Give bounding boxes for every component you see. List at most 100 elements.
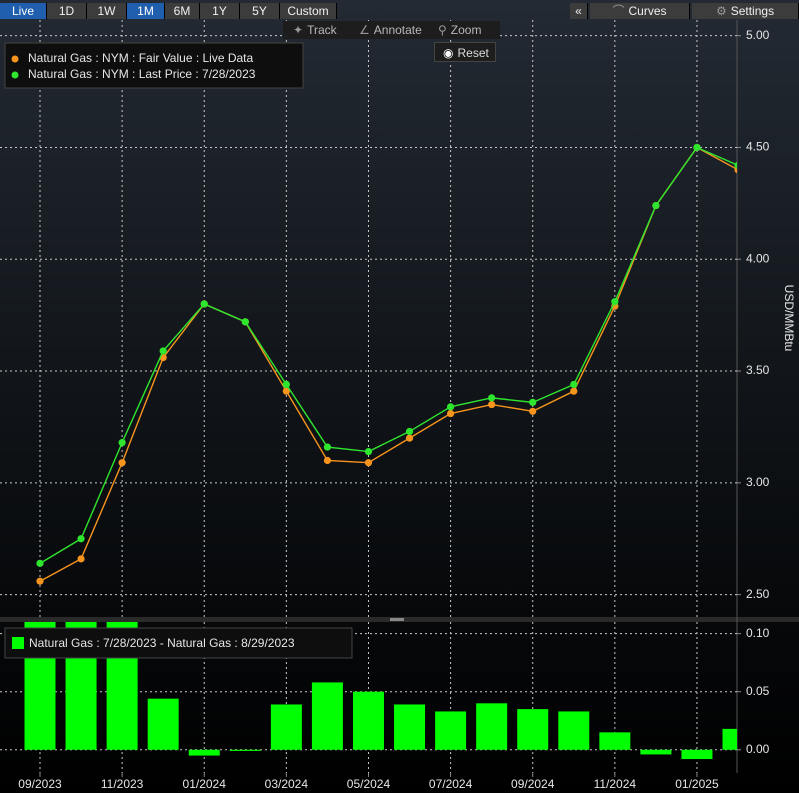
point-marker	[241, 318, 249, 326]
bar	[394, 704, 426, 750]
bottom-legend: Natural Gas : 7/28/2023 - Natural Gas : …	[4, 627, 353, 659]
y-tick-label: 5.00	[746, 28, 770, 42]
legend-box	[4, 627, 353, 659]
range-button[interactable]: 5Y	[240, 3, 280, 19]
separator-handle[interactable]	[390, 618, 404, 621]
series-line	[39, 146, 737, 582]
point-marker	[611, 298, 619, 306]
x-tick-label: 09/2024	[511, 777, 555, 791]
button-label: Curves	[628, 4, 667, 18]
y-tick-label: 4.50	[746, 140, 770, 154]
point-marker	[323, 456, 332, 465]
point-marker	[77, 555, 85, 563]
point-marker	[200, 300, 208, 308]
series-line	[39, 146, 737, 564]
legend-marker	[11, 71, 19, 79]
y-tick-label: 3.50	[746, 363, 770, 377]
x-tick-label: 01/2024	[183, 777, 227, 791]
settings-button[interactable]: ⚙ Settings	[692, 3, 799, 19]
bar	[722, 728, 737, 750]
bar	[599, 732, 631, 750]
point-marker	[405, 434, 414, 442]
legend-label[interactable]: Natural Gas : NYM : Last Price : 7/28/20…	[28, 67, 256, 81]
point-marker	[282, 387, 290, 395]
y-tick-label: 0.10	[746, 626, 770, 640]
tool-label: Track	[307, 23, 337, 37]
annotate-tool[interactable]: ∠ Annotate	[355, 21, 434, 39]
point-marker	[118, 438, 126, 447]
point-marker	[77, 535, 85, 543]
y-tick-label: 4.00	[746, 251, 770, 265]
y-tick-label: 2.50	[746, 587, 770, 601]
price-plot	[0, 20, 737, 617]
range-button[interactable]: 1Y	[200, 3, 240, 19]
bar	[476, 703, 508, 750]
range-button[interactable]: Custom	[280, 3, 337, 19]
track-tool[interactable]: ✦ Track	[283, 21, 361, 39]
zoom-tool[interactable]: ⚲ Zoom	[434, 21, 500, 39]
bar	[681, 749, 713, 760]
tool-label: Reset	[457, 46, 489, 60]
reset-button[interactable]: ◉ Reset	[434, 42, 496, 62]
point-marker	[405, 427, 414, 436]
curves-button[interactable]: ⌒ Curves	[590, 3, 690, 19]
range-button[interactable]: 1W	[87, 3, 127, 19]
point-marker	[159, 347, 167, 355]
range-button[interactable]: 1D	[47, 3, 87, 19]
point-marker	[282, 380, 290, 389]
legend-marker	[11, 55, 19, 63]
point-marker	[364, 459, 373, 467]
button-label: Settings	[730, 4, 775, 18]
x-tick-label: 05/2024	[347, 777, 391, 791]
range-button[interactable]: 6M	[165, 3, 200, 19]
x-tick-label: 03/2024	[265, 777, 309, 791]
point-marker	[734, 161, 737, 169]
point-marker	[488, 394, 496, 402]
x-tick-label: 01/2025	[675, 777, 719, 791]
point-marker	[36, 577, 44, 585]
point-marker	[364, 447, 373, 456]
point-marker	[118, 459, 126, 467]
y-axis-title: USD/MMBtu	[782, 285, 796, 352]
bar	[147, 698, 179, 750]
range-button[interactable]: 1M	[127, 3, 165, 19]
y-tick-label: 3.00	[746, 475, 770, 489]
point-marker	[36, 559, 44, 567]
bar	[640, 749, 672, 755]
point-marker	[447, 409, 455, 418]
point-marker	[323, 443, 332, 451]
legend-label[interactable]: Natural Gas : 7/28/2023 - Natural Gas : …	[29, 636, 295, 650]
x-tick-label: 11/2024	[594, 777, 637, 791]
bar	[311, 682, 343, 750]
point-marker	[693, 143, 701, 152]
legend-marker	[12, 637, 24, 649]
point-marker	[570, 380, 578, 389]
bar	[270, 704, 302, 750]
point-marker	[488, 400, 496, 409]
legend-box	[4, 42, 304, 89]
point-marker	[529, 407, 537, 415]
x-tick-label: 11/2023	[101, 777, 144, 791]
x-tick-label: 07/2024	[429, 777, 473, 791]
tool-label: Annotate	[373, 23, 422, 37]
bar	[188, 749, 220, 756]
legend-label[interactable]: Natural Gas : NYM : Fair Value : Live Da…	[28, 51, 254, 65]
top-legend: Natural Gas : NYM : Fair Value : Live Da…	[4, 42, 304, 89]
point-marker	[652, 201, 660, 210]
collapse-button[interactable]: «	[570, 3, 588, 19]
bar	[435, 711, 467, 750]
axes: 2.50 3.00 3.50 4.00 4.50 5.00 0.00 0.05 0.10 09/2…	[18, 28, 769, 791]
bar	[517, 709, 549, 750]
point-marker	[529, 398, 537, 406]
y-tick-label: 0.05	[746, 684, 770, 698]
point-marker	[447, 403, 455, 411]
range-button[interactable]: Live	[0, 3, 47, 19]
x-tick-label: 09/2023	[18, 777, 62, 791]
point-marker	[570, 387, 578, 395]
y-tick-label: 0.00	[746, 742, 770, 756]
bar	[352, 691, 384, 750]
bar	[229, 749, 261, 751]
bar	[558, 711, 590, 750]
